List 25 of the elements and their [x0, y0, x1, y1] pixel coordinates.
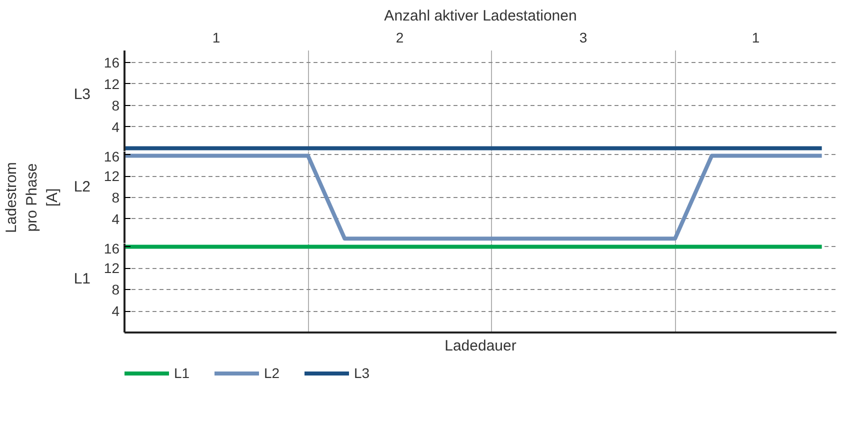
y-axis-title: L1 [74, 270, 91, 288]
y-tick-label: 8 [112, 97, 120, 114]
y-tick-label: 12 [104, 260, 120, 276]
y-axis-title: L3 [74, 86, 91, 104]
y-tick-label: 16 [104, 240, 120, 256]
y-tick-label: 12 [104, 168, 120, 184]
text: 1 [212, 30, 220, 46]
y-tick-label: 16 [104, 54, 120, 70]
y-axis-title: L2 [74, 178, 91, 196]
text: 3 [579, 30, 588, 46]
legend-label: L1 [174, 365, 191, 381]
y-tick-label: 4 [112, 303, 120, 320]
y-tick-label: 12 [104, 76, 120, 92]
y-tick-label: 8 [112, 190, 120, 206]
y-tick-label: 8 [112, 282, 120, 298]
y-tick-label: 4 [112, 118, 120, 135]
text: 1 [752, 30, 760, 46]
text: 2 [396, 30, 404, 46]
legend-label: L2 [264, 365, 281, 381]
chart-title: Anzahl aktiver Ladestationen [384, 8, 577, 24]
text: Ladestrom pro Phase [A] [3, 162, 61, 233]
legend-label: L3 [354, 365, 371, 381]
y-tick-label: 4 [112, 210, 120, 227]
x-axis-title: Ladedauer [444, 338, 516, 354]
y-tick-label: 16 [104, 148, 120, 164]
